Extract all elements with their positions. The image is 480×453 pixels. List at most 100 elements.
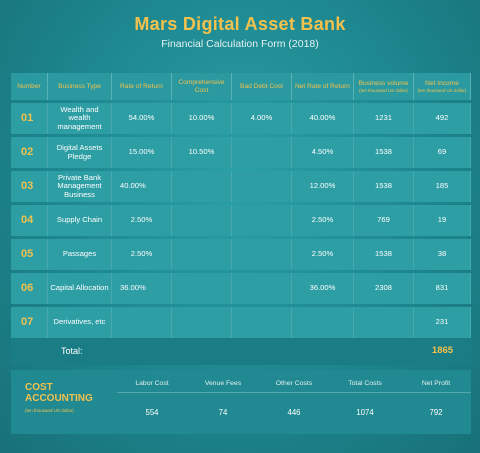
col-header-comprehensive-cost: Comprehensive Cost [172, 73, 232, 100]
row-volume: 1231 [354, 103, 414, 134]
row-net-rate: 2.50% [292, 239, 354, 270]
row-rate: 2.50% [112, 239, 172, 270]
row-bad-debt [232, 307, 292, 338]
cost-item: Venue Fees 74 [188, 370, 258, 434]
row-business-type: Supply Chain [48, 205, 112, 236]
cost-accounting-panel: COST ACCOUNTING (ten thousand US dollar)… [11, 370, 471, 434]
col-header-number: Number [11, 73, 48, 100]
row-income: 38 [414, 239, 471, 270]
table-row: 07 Derivatives, etc 231 [11, 307, 471, 338]
col-header-business-type: Business Type [48, 73, 112, 100]
row-number: 02 [11, 137, 48, 168]
cost-label: Net Profit [421, 380, 451, 387]
page-title: Mars Digital Asset Bank [134, 14, 346, 34]
row-number: 03 [11, 171, 48, 202]
cost-accounting-title: COST ACCOUNTING [25, 382, 93, 404]
row-bad-debt [232, 137, 292, 168]
row-net-rate: 40.00% [292, 103, 354, 134]
row-business-type: Derivatives, etc [48, 307, 112, 338]
table-row: 02 Digital Assets Pledge 15.00% 10.50% 4… [11, 137, 471, 168]
cost-value: 554 [145, 408, 159, 417]
row-income: 19 [414, 205, 471, 236]
row-net-rate: 4.50% [292, 137, 354, 168]
row-volume: 769 [354, 205, 414, 236]
cost-label: Venue Fees [204, 380, 242, 387]
total-label: Total: [11, 338, 414, 365]
cost-label: Other Costs [275, 380, 313, 387]
row-number: 07 [11, 307, 48, 338]
col-header-rate-of-return: Rate of Return [112, 73, 172, 100]
col-unit-income: (ten thousand US dollar) [417, 87, 467, 93]
cost-item: Net Profit 792 [401, 370, 471, 434]
row-bad-debt [232, 171, 292, 202]
total-row: Total: 1865 [11, 338, 471, 365]
row-business-type: Capital Allocation [48, 273, 112, 304]
cost-unit: (ten thousand US dollar) [25, 408, 74, 413]
row-income: 231 [414, 307, 471, 338]
row-volume: 1538 [354, 137, 414, 168]
row-rate: 54.00% [112, 103, 172, 134]
row-bad-debt [232, 205, 292, 236]
row-comprehensive-cost [172, 273, 232, 304]
table-header-row: Number Business Type Rate of Return Comp… [11, 73, 471, 100]
row-comprehensive-cost: 10.50% [172, 137, 232, 168]
row-rate: 2.50% [112, 205, 172, 236]
row-rate: 15.00% [112, 137, 172, 168]
row-comprehensive-cost [172, 239, 232, 270]
col-unit-volume: (ten thousand US dollar) [359, 87, 408, 93]
col-header-net-income: Net Income (ten thousand US dollar) [414, 73, 471, 100]
row-bad-debt [232, 239, 292, 270]
row-number: 05 [11, 239, 48, 270]
row-comprehensive-cost [172, 205, 232, 236]
row-comprehensive-cost: 10.00% [172, 103, 232, 134]
row-volume: 2308 [354, 273, 414, 304]
table-row: 06 Capital Allocation 36.00% 36.00% 2308… [11, 273, 471, 304]
col-header-bad-debt-cost: Bad Debt Cost [232, 73, 292, 100]
row-rate [112, 307, 172, 338]
row-business-type: Digital Assets Pledge [48, 137, 112, 168]
col-header-business-volume: Business volume (ten thousand US dollar) [354, 73, 414, 100]
row-number: 01 [11, 103, 48, 134]
cost-value: 1074 [356, 408, 374, 417]
cost-label: Total Costs [348, 380, 382, 387]
financial-table: Number Business Type Rate of Return Comp… [11, 73, 471, 365]
row-net-rate [292, 307, 354, 338]
row-net-rate: 2.50% [292, 205, 354, 236]
cost-item: Labor Cost 554 [117, 370, 187, 434]
row-volume: 1538 [354, 239, 414, 270]
row-volume [354, 307, 414, 338]
row-bad-debt [232, 273, 292, 304]
table-row: 05 Passages 2.50% 2.50% 1538 38 [11, 239, 471, 270]
cost-value: 74 [218, 408, 228, 417]
row-bad-debt: 4.00% [232, 103, 292, 134]
row-number: 04 [11, 205, 48, 236]
row-net-rate: 12.00% [292, 171, 354, 202]
cost-columns: Labor Cost 554 Venue Fees 74 Other Costs… [117, 370, 471, 434]
cost-value: 446 [287, 408, 301, 417]
row-business-type: Wealth and wealth management [48, 103, 112, 134]
row-volume: 1538 [354, 171, 414, 202]
cost-item: Total Costs 1074 [330, 370, 400, 434]
table-row: 03 Private Bank Management Business 40.0… [11, 171, 471, 202]
row-income: 831 [414, 273, 471, 304]
page-subtitle: Financial Calculation Form (2018) [161, 38, 319, 50]
cost-item: Other Costs 446 [259, 370, 329, 434]
row-net-rate: 36.00% [292, 273, 354, 304]
row-comprehensive-cost [172, 171, 232, 202]
table-row: 01 Wealth and wealth management 54.00% 1… [11, 103, 471, 134]
row-number: 06 [11, 273, 48, 304]
row-rate: 36.00% [112, 273, 172, 304]
row-comprehensive-cost [172, 307, 232, 338]
row-rate: 40.00% [112, 171, 172, 202]
row-business-type: Passages [48, 239, 112, 270]
cost-value: 792 [429, 408, 443, 417]
col-header-net-rate: Net Rate of Return [292, 73, 354, 100]
row-income: 69 [414, 137, 471, 168]
table-row: 04 Supply Chain 2.50% 2.50% 769 19 [11, 205, 471, 236]
row-income: 185 [414, 171, 471, 202]
row-income: 492 [414, 103, 471, 134]
cost-label: Labor Cost [135, 380, 169, 387]
row-business-type: Private Bank Management Business [48, 171, 112, 202]
cost-divider [117, 392, 471, 393]
total-value: 1865 [414, 338, 471, 365]
